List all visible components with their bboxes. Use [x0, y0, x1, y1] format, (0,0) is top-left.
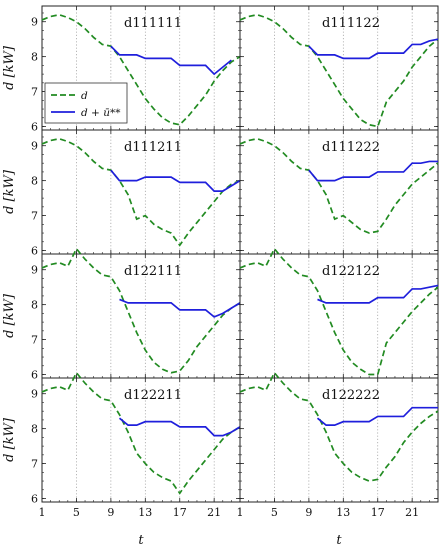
x-axis-label: t	[138, 533, 144, 548]
legend-entry-label: d	[81, 90, 88, 102]
y-tick-label: 9	[31, 16, 38, 29]
y-tick-label: 6	[31, 369, 38, 382]
panel-title: d111211	[124, 140, 182, 155]
x-axis-label: t	[336, 533, 342, 548]
series-line-d-plus-u	[308, 38, 439, 60]
y-axis-label: d [kW]	[2, 45, 17, 90]
y-axis-label: d [kW]	[2, 417, 17, 462]
y-tick-label: 7	[31, 210, 38, 223]
panel-title: d122111	[124, 264, 182, 279]
legend-entry-label: d + ū**	[81, 107, 121, 119]
panel-title: d122211	[124, 388, 182, 403]
y-tick-label: 7	[31, 86, 38, 99]
y-axis-label: d [kW]	[2, 293, 17, 338]
series-line-d	[41, 247, 241, 374]
panel-d111211: 6 7 8 9 d [kW] d111211	[2, 129, 241, 258]
y-tick-label: 6	[31, 493, 38, 506]
x-tick-label: 17	[371, 506, 385, 519]
series-line-d	[239, 247, 439, 376]
y-tick-label: 8	[31, 51, 38, 64]
panel-d111122: d111122	[239, 5, 439, 131]
series-line-d-plus-u	[316, 406, 438, 426]
y-tick-label: 6	[31, 121, 38, 134]
panel-title: d111222	[322, 140, 380, 155]
x-tick-label: 5	[271, 506, 278, 519]
series-line-d-plus-u	[110, 169, 241, 192]
panel-frame	[239, 253, 439, 379]
x-tick-label: 21	[207, 506, 221, 519]
y-tick-label: 9	[31, 140, 38, 153]
series-line-d	[41, 13, 241, 126]
panel-d122222: 1 5 9 13 17 21 d122222	[237, 371, 439, 519]
panel-frame	[239, 5, 439, 131]
panel-title: d122222	[322, 388, 380, 403]
y-tick-label: 9	[31, 264, 38, 277]
series-line-d-plus-u	[119, 298, 241, 318]
panel-frame	[41, 377, 241, 503]
x-tick-label: 9	[107, 506, 114, 519]
panel-title: d122122	[322, 264, 380, 279]
panel-title: d111111	[124, 16, 182, 31]
panel-d111222: d111222	[239, 129, 439, 255]
y-tick-label: 8	[31, 175, 38, 188]
series-line-d	[41, 371, 241, 495]
panel-d111111: 6 7 8 9 d [kW] d111111 d d + ū**	[2, 5, 241, 134]
x-tick-label: 13	[138, 506, 152, 519]
series-line-d	[239, 13, 439, 128]
y-tick-label: 8	[31, 423, 38, 436]
panel-d122122: d122122	[239, 247, 439, 379]
panel-title: d111122	[322, 16, 380, 31]
series-line-d	[239, 137, 439, 234]
y-tick-label: 7	[31, 334, 38, 347]
y-axis-label: d [kW]	[2, 169, 17, 214]
x-tick-label: 1	[39, 506, 46, 519]
x-tick-label: 13	[336, 506, 350, 519]
panel-frame	[41, 129, 241, 255]
y-tick-label: 7	[31, 458, 38, 471]
panel-d122111: 6 7 8 9 d [kW] d122111	[2, 247, 241, 382]
series-line-d-plus-u	[110, 45, 232, 76]
series-line-d-plus-u	[118, 417, 241, 437]
x-tick-label: 21	[405, 506, 419, 519]
panel-frame	[41, 253, 241, 379]
y-tick-label: 6	[31, 245, 38, 258]
legend: d d + ū**	[44, 82, 128, 124]
x-tick-label: 5	[73, 506, 80, 519]
panel-d122211: 6 7 8 9 d [kW] 1 5 9 13 17 21 d122211	[2, 371, 241, 519]
series-line-d	[239, 371, 439, 482]
panels-layer: 6 7 8 9 d [kW] d111111 d d + ū** d111122 6 7 8 9 d [k…	[2, 5, 439, 519]
series-line-d-plus-u	[308, 160, 438, 182]
series-line-d-plus-u	[317, 284, 439, 304]
x-tick-label: 17	[173, 506, 187, 519]
x-tick-label: 1	[237, 506, 244, 519]
y-tick-label: 9	[31, 388, 38, 401]
legend-box	[44, 82, 128, 124]
x-tick-label: 9	[305, 506, 312, 519]
y-tick-label: 8	[31, 299, 38, 312]
